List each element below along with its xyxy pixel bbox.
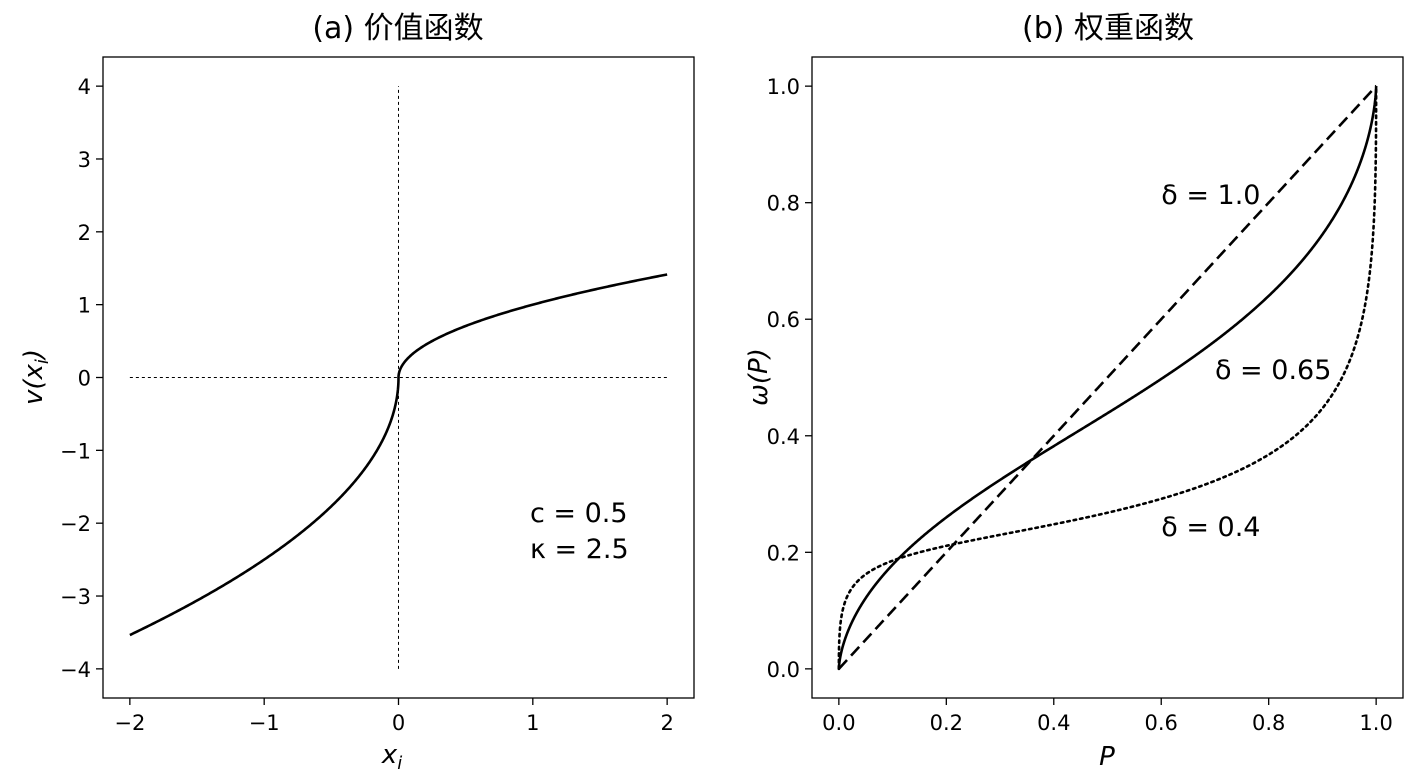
y-tick-label: −2 — [60, 512, 91, 536]
y-tick-label: 0.0 — [767, 658, 800, 682]
panel-a-title: (a) 价值函数 — [312, 11, 483, 46]
x-tick-label: 1.0 — [1359, 711, 1392, 735]
y-tick-label: 1.0 — [767, 75, 800, 99]
series-label: δ = 1.0 — [1161, 180, 1260, 211]
y-tick-label: −4 — [60, 658, 91, 682]
x-tick-label: 1 — [526, 711, 539, 735]
series-value-function — [129, 273, 668, 637]
x-tick-label: 0 — [392, 711, 405, 735]
y-tick-label: 2 — [78, 221, 91, 245]
panel-a-ylabel: v(xi) — [19, 349, 53, 405]
annotation-c: c = 0.5 — [530, 498, 628, 529]
x-tick-label: 0.2 — [930, 711, 963, 735]
y-tick-label: 0.8 — [767, 192, 800, 216]
x-tick-label: 0.4 — [1037, 711, 1070, 735]
svg-text:xi: xi — [381, 740, 402, 771]
y-tick-label: 0.2 — [767, 541, 800, 565]
series-delta-1 — [837, 84, 1378, 671]
x-tick-label: −1 — [249, 711, 280, 735]
x-tick-label: 2 — [660, 711, 673, 735]
panel-b-xlabel: P — [1099, 742, 1115, 771]
series-label: δ = 0.65 — [1215, 355, 1331, 386]
panel-b-title: (b) 权重函数 — [1022, 11, 1194, 46]
y-tick-label: 0 — [78, 367, 91, 391]
panel-a-xlabel: xi — [381, 740, 402, 771]
x-tick-label: −2 — [114, 711, 145, 735]
series-delta-0-4 — [837, 84, 1378, 671]
y-tick-label: −3 — [60, 585, 91, 609]
annotation-kappa: κ = 2.5 — [530, 534, 629, 565]
y-tick-label: 4 — [78, 75, 91, 99]
panel-b-frame — [811, 56, 1404, 699]
panel-b-ylabel: ω(P) — [744, 348, 774, 406]
x-tick-label: 0.0 — [822, 711, 855, 735]
panel-weight-function: (b) 权重函数 0.0 0.2 0.4 0.6 0.8 1.0 0.0 0.2 0.4 0.6… — [744, 11, 1404, 771]
x-tick-label: 0.8 — [1252, 711, 1285, 735]
y-tick-label: 3 — [78, 148, 91, 172]
y-tick-label: −1 — [60, 439, 91, 463]
y-tick-label: 0.6 — [767, 308, 800, 332]
y-tick-label: 0.4 — [767, 425, 800, 449]
svg-text:v(xi): v(xi) — [19, 349, 53, 405]
x-tick-label: 0.6 — [1145, 711, 1178, 735]
series-label: δ = 0.4 — [1161, 512, 1260, 543]
y-tick-label: 1 — [78, 294, 91, 318]
series-delta-0-65 — [837, 85, 1378, 671]
